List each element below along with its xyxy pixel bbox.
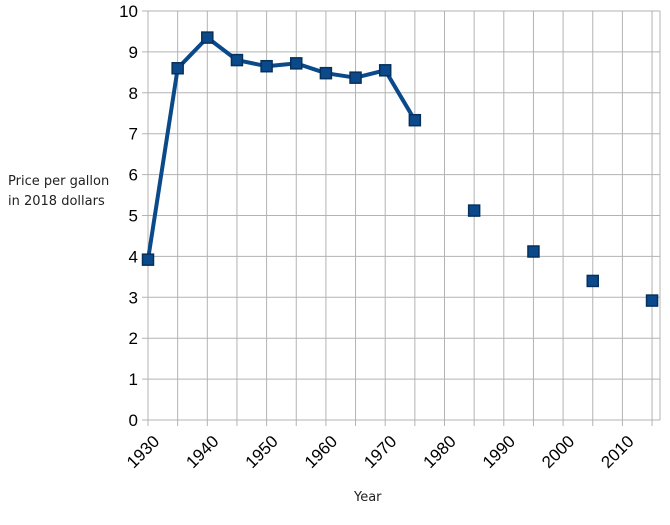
data-point [645,294,659,307]
x-tick-label: 1950 [242,432,282,472]
y-tick-label: 8 [129,84,138,103]
data-point [141,253,155,266]
y-tick-label: 6 [129,166,138,185]
data-point [349,71,362,84]
data-point [230,53,244,67]
y-tick-label: 0 [129,411,138,430]
x-tick-label: 2010 [597,432,637,472]
y-tick-label: 7 [129,125,138,144]
x-tick-label: 1940 [182,432,222,472]
data-point [378,64,392,77]
y-axis-label-line-2: in 2018 dollars [8,194,105,209]
y-axis-label-line-1: Price per gallon [8,174,110,189]
data-point [201,31,214,44]
x-tick-labels: 1930 1940 1950 1960 1970 1980 1990 2000 2010 [123,432,638,472]
y-tick-label: 3 [129,288,138,307]
x-tick-label: 1930 [123,432,163,472]
y-tick-labels: 0 1 2 3 4 5 6 7 8 9 10 [119,2,138,430]
y-tick-label: 4 [129,247,138,266]
data-point [408,113,422,127]
data-point [527,245,540,258]
x-axis-label: Year [354,490,382,505]
x-tick-label: 1990 [479,432,519,472]
gridlines [142,10,661,426]
data-point [586,274,599,288]
x-tick-label: 2000 [538,432,578,472]
x-tick-label: 1980 [420,432,460,472]
x-tick-label: 1970 [360,432,400,472]
data-point [171,62,184,75]
y-tick-label: 10 [119,2,138,21]
data-point [290,57,303,70]
x-tick-label: 1960 [301,432,341,472]
axes [147,11,660,421]
data-series [141,31,659,307]
series-line [146,35,417,261]
data-point [319,66,333,80]
y-tick-label: 5 [129,207,138,226]
data-point [467,204,481,217]
y-axis-label: Price per gallon in 2018 dollars [8,172,138,212]
data-point [260,59,273,73]
y-tick-label: 2 [129,329,138,348]
y-tick-label: 1 [129,370,138,389]
y-tick-label: 9 [129,43,138,62]
